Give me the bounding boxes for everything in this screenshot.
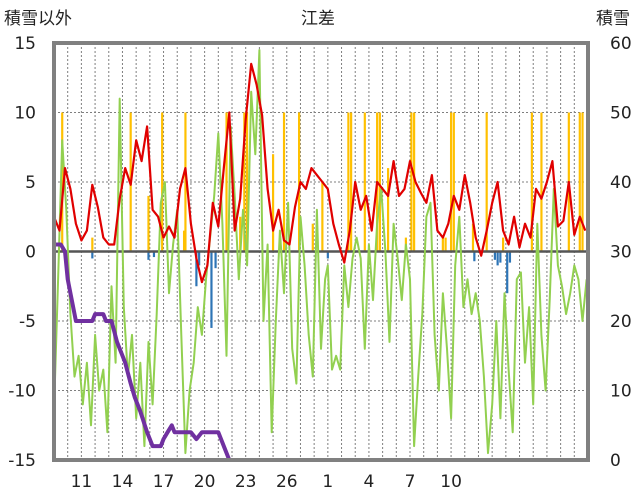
precip-bar [410,112,413,252]
precip-bar-negative [214,251,217,269]
precip-bar-negative [508,251,512,263]
series-lines [52,49,588,462]
right-axis-label: 積雪 [596,9,630,29]
precip-bar [471,223,475,252]
x-tick-label: 7 [405,472,416,492]
chart-title: 江差 [301,9,335,29]
left-tick-label: 15 [14,34,36,54]
precip-bar-negative [210,251,213,328]
precip-bar [378,112,381,252]
left-tick-label: 0 [25,243,36,263]
x-tick-label: 20 [194,472,216,492]
right-tick-label: 30 [610,243,632,263]
precip-bar [282,112,286,252]
temperature-line [52,62,587,284]
precip-bar [297,112,301,252]
precip-bar [530,112,533,252]
precip-bar [485,112,488,252]
x-tick-label: 11 [71,472,93,492]
precip-bar [441,237,444,252]
plot-frame [52,41,590,462]
right-tick-label: 60 [610,34,632,54]
precip-bar [363,112,366,252]
precip-bar-negative [198,251,201,266]
precip-bar [444,237,447,252]
precip-bar-negative [195,251,198,287]
precip-bar [321,182,324,252]
x-tick-label: 17 [153,472,175,492]
precip-bar [61,112,64,252]
precip-bar-negative [473,251,476,262]
precip-bar [452,112,455,252]
precip-bar-negative [91,251,94,259]
left-tick-label: 10 [14,104,36,124]
x-tick-label: 4 [364,472,375,492]
left-tick-label: 5 [25,173,36,193]
right-axis-ticks: 60 50 40 30 20 10 0 [610,34,632,471]
left-axis-label: 積雪以外 [4,9,72,29]
precip-bar [540,112,543,252]
precip-bar-negative [493,251,496,260]
right-tick-label: 40 [610,173,632,193]
precip-bar [245,112,249,252]
x-tick-label: 14 [112,472,134,492]
snow-depth-line [54,242,588,462]
precip-bar-negative [506,251,509,294]
right-tick-label: 50 [610,104,632,124]
precip-bar [386,168,390,252]
left-tick-label: -5 [19,312,36,332]
precip-bar [449,112,453,252]
precip-bar-negative [326,251,329,259]
precip-bar [271,154,275,252]
right-tick-label: 0 [610,451,621,471]
right-tick-label: 20 [610,312,632,332]
x-tick-label: 10 [440,472,462,492]
left-tick-label: -15 [8,451,36,471]
precip-bar [502,237,505,252]
x-tick-label: 23 [235,472,257,492]
precip-bar [578,112,581,252]
precip-bar-negative [496,251,499,266]
precip-bar [347,112,350,252]
precip-bar [147,195,150,252]
precip-bar [91,237,94,252]
precip-bar [243,112,246,252]
precip-bar [311,223,314,252]
right-tick-label: 10 [610,382,632,402]
precip-bar [581,112,584,252]
x-tick-label: 1 [322,472,333,492]
left-tick-label: -10 [8,382,36,402]
plot-frame-group [52,41,590,462]
precip-bar [350,112,353,252]
precip-bar-negative [499,251,502,263]
precip-bar [225,112,228,252]
precip-bar-negative [147,251,150,260]
left-axis-ticks: 15 10 5 0 -5 -10 -15 [8,34,36,471]
x-tick-label: 26 [276,472,298,492]
precip-bar [182,230,186,252]
precip-bar-negative [152,251,156,258]
precip-bar [413,112,416,252]
precip-bar [161,112,164,252]
x-axis-ticks: 11 14 17 20 23 26 1 4 7 10 [71,472,462,492]
precip-bar [239,216,242,252]
precip-bar [184,112,187,252]
